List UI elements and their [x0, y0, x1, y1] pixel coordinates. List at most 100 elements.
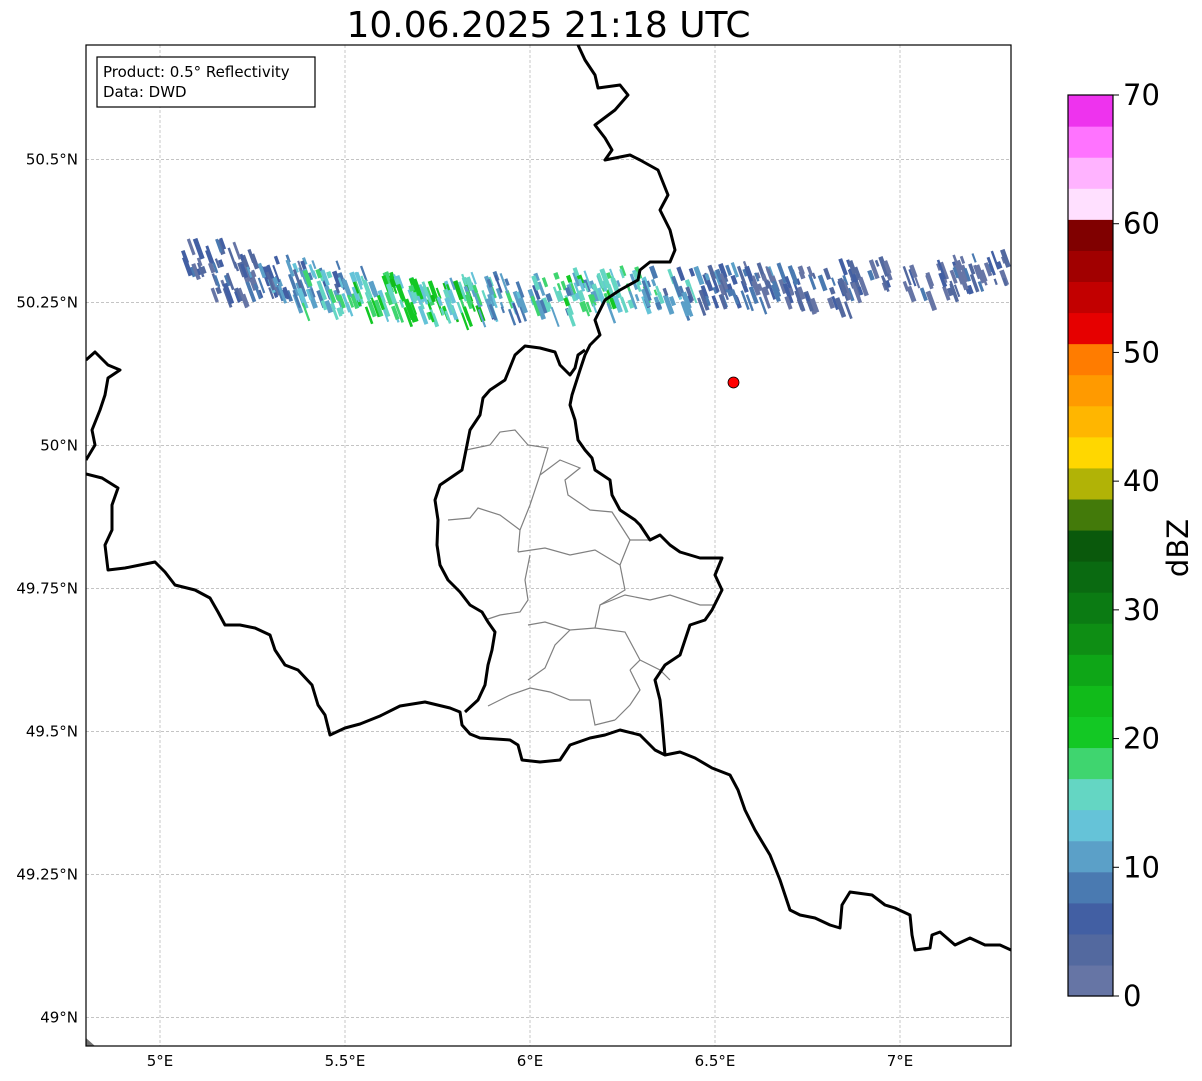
colorbar-segment — [1068, 250, 1113, 283]
radar-echo-pixel — [305, 288, 312, 301]
radar-echo-pixel — [598, 293, 604, 304]
radar-echo-pixel — [730, 289, 740, 305]
radar-echo-pixel — [555, 289, 565, 302]
radar-echo-pixel — [919, 287, 928, 302]
radar-echo-pixel — [416, 295, 423, 305]
radar-echo-pixel — [697, 297, 707, 316]
radar-echo-pixel — [761, 273, 768, 282]
lat-tick-label: 50.25°N — [16, 293, 78, 311]
admin-border-line — [527, 629, 571, 681]
radar-echo-pixel — [572, 272, 581, 287]
radar-echo-pixel — [315, 268, 323, 279]
radar-echo-pixel — [925, 290, 938, 312]
radar-echo-pixel — [641, 280, 652, 302]
radar-echo-pixel — [208, 262, 216, 274]
radar-echo-pixel — [490, 292, 498, 309]
radar-echo-pixel — [533, 272, 540, 282]
radar-echo-pixel — [946, 287, 954, 297]
radar-echo-pixel — [277, 285, 288, 304]
radar-echo-pixel — [857, 286, 864, 296]
radar-echo-pixel — [566, 274, 573, 283]
radar-echo-pixel — [837, 277, 848, 295]
radar-echo-pixel — [272, 276, 280, 285]
colorbar-segment — [1068, 436, 1113, 469]
radar-echo-pixel — [671, 275, 683, 298]
radar-echo-pixel — [811, 272, 817, 280]
radar-echo-pixel — [726, 288, 734, 297]
radar-echo-pixel — [577, 278, 586, 292]
admin-border-line — [517, 539, 650, 566]
radar-echo-pixel — [636, 284, 642, 292]
info-box: Product: 0.5° Reflectivity Data: DWD — [96, 56, 316, 108]
colorbar-tick-label: 20 — [1123, 722, 1160, 756]
radar-echo-pixel — [1000, 248, 1011, 268]
radar-echo-pixel — [867, 269, 875, 281]
colorbar-tick-label: 0 — [1123, 979, 1141, 1013]
radar-echo-pixel — [270, 279, 281, 297]
radar-echo-pixel — [662, 287, 669, 297]
radar-echo-pixel — [452, 280, 465, 301]
radar-echo-pixel — [628, 290, 638, 310]
lon-tick-label: 5.5°E — [325, 1052, 366, 1070]
radar-echo-pixel — [297, 287, 309, 310]
radar-echo-pixel — [993, 278, 998, 286]
radar-echo-pixel — [257, 262, 267, 279]
radar-echo-pixel — [364, 306, 374, 325]
radar-echo-pixel — [519, 306, 528, 322]
radar-echo-pixel — [831, 277, 836, 286]
radar-echo-pixel — [324, 299, 334, 314]
radar-echo-pixel — [196, 262, 205, 278]
radar-echo-pixel — [698, 289, 710, 311]
radar-echo-pixel — [655, 285, 663, 301]
lon-tick-label: 6.5°E — [695, 1052, 736, 1070]
radar-echo-pixel — [192, 237, 205, 260]
radar-echo-pixel — [968, 263, 976, 275]
radar-echo-pixel — [465, 291, 473, 306]
radar-echo-pixel — [704, 273, 711, 281]
radar-echo-pixel — [410, 301, 418, 315]
latitude-labels: 50.5°N 50.25°N 50°N 49.75°N 49.5°N 49.25°N 49°… — [16, 150, 78, 1026]
radar-echo-pixel — [831, 295, 839, 311]
radar-echo-pixel — [330, 302, 339, 321]
radar-echo-pixel — [232, 241, 242, 260]
radar-echo-pixel — [718, 283, 726, 296]
radar-echo-pixel — [762, 286, 770, 297]
radar-echo-pixel — [806, 266, 814, 278]
radar-echo-pixel — [763, 279, 772, 290]
radar-echo-pixel — [641, 288, 651, 308]
radar-echo-pixel — [541, 277, 549, 288]
radar-echo-pixel — [240, 263, 249, 279]
radar-echo-pixel — [736, 265, 747, 286]
lat-tick-label: 50.5°N — [26, 150, 78, 168]
lat-tick-label: 49.75°N — [16, 579, 78, 597]
radar-echo-pixel — [643, 276, 648, 283]
radar-echo-pixel — [251, 269, 257, 278]
radar-echo-pixel — [956, 259, 964, 271]
radar-echo-pixel — [393, 301, 404, 323]
radar-echo-pixel — [646, 280, 652, 288]
radar-echo-pixel — [418, 283, 429, 305]
radar-echo-pixel — [444, 310, 452, 324]
country-border-line — [568, 45, 724, 756]
map-background — [86, 45, 1011, 1046]
radar-echo-pixel — [908, 268, 917, 287]
radar-echo-pixel — [285, 259, 295, 278]
radar-echo-pixel — [217, 259, 225, 268]
colorbar-segment — [1068, 592, 1113, 624]
radar-echo-pixel — [765, 266, 772, 280]
colorbar-segment — [1068, 219, 1113, 251]
radar-echo-pixel — [465, 276, 475, 292]
radar-echo-pixel — [655, 301, 662, 310]
radar-echo-pixel — [634, 293, 640, 302]
radar-site-marker — [727, 376, 740, 389]
colorbar-frame — [1067, 94, 1114, 997]
radar-echo-pixel — [266, 264, 275, 279]
radar-echo-pixel — [700, 285, 709, 299]
radar-echo-pixel — [770, 283, 781, 303]
radar-echo-pixel — [754, 272, 760, 282]
radar-echo-pixel — [649, 265, 659, 280]
radar-echo-pixel — [668, 295, 677, 307]
radar-echo-pixel — [760, 287, 772, 309]
radar-echo-pixel — [745, 294, 754, 312]
lon-tick-label: 7°E — [887, 1052, 914, 1070]
